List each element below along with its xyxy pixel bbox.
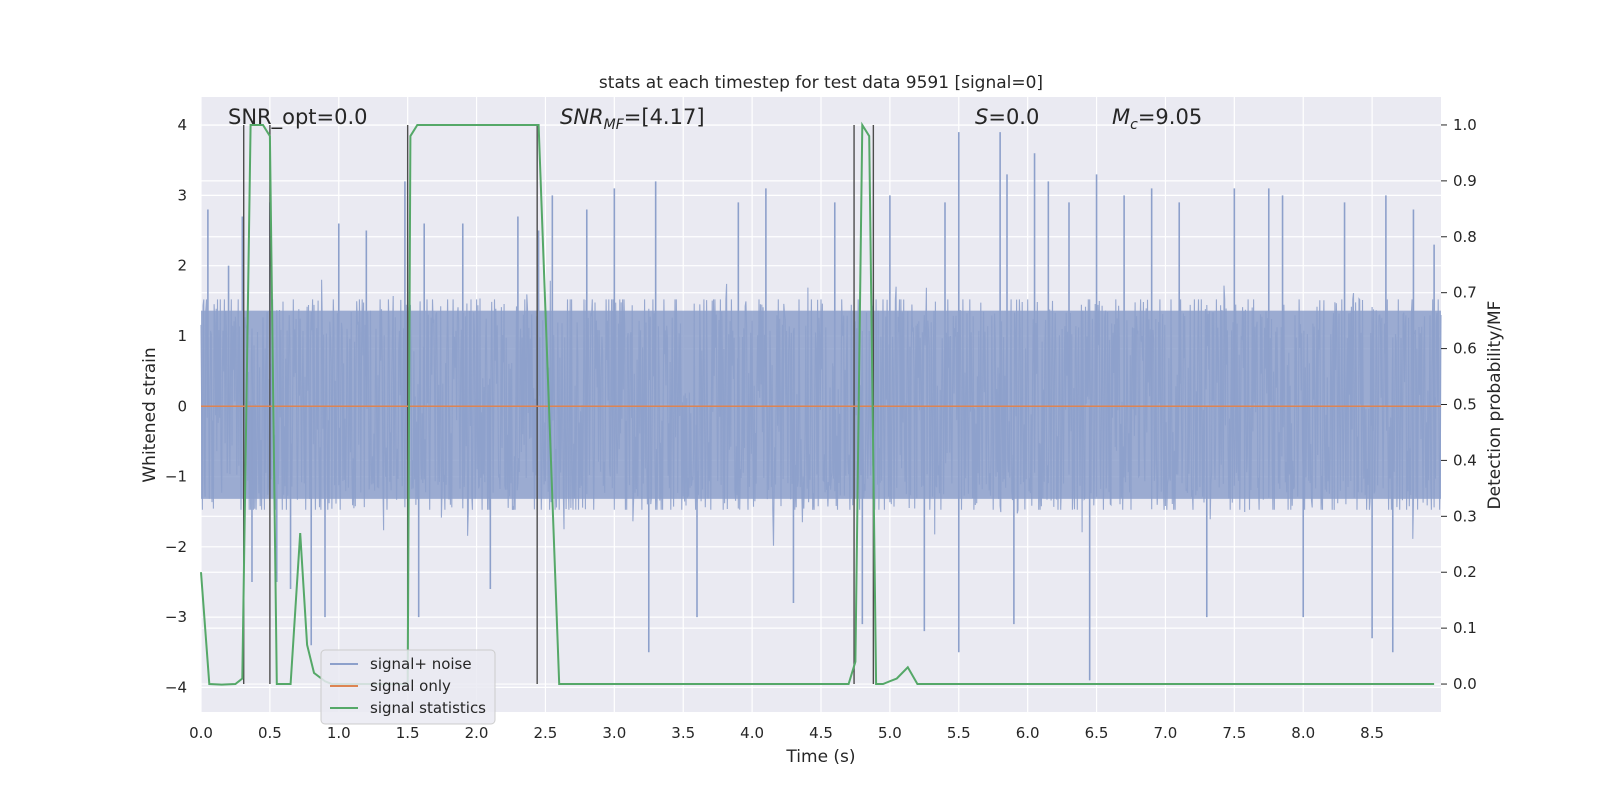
x-tick-label: 8.0 (1291, 724, 1315, 742)
y-right-tick-label: 0.6 (1453, 340, 1477, 358)
y-left-tick-label: −4 (165, 678, 187, 696)
x-tick-label: 0.5 (258, 724, 282, 742)
x-tick-label: 5.0 (878, 724, 902, 742)
y-right-tick-label: 0.0 (1453, 675, 1477, 693)
x-tick-label: 3.0 (602, 724, 626, 742)
y-right-axis-label: Detection probability/MF (1485, 301, 1505, 510)
mc-annotation: Mc=9.05 (1112, 105, 1202, 133)
x-tick-label: 6.5 (1085, 724, 1109, 742)
signal-statistics-line (200, 121, 1435, 686)
legend: signal+ noise signal only signal statist… (320, 649, 496, 725)
legend-label-noise: signal+ noise (370, 655, 472, 673)
y-left-tick-label: −3 (165, 608, 187, 626)
x-tick-label: 7.0 (1154, 724, 1178, 742)
x-tick-label: 4.5 (809, 724, 833, 742)
legend-label-stats: signal statistics (370, 699, 486, 717)
x-tick-labels: 0.0 0.5 1.0 1.5 2.0 2.5 3.0 3.5 4.0 4.5 5.0 5.5 6.0 6… (189, 724, 1384, 742)
y-left-tick-label: 0 (177, 397, 187, 415)
chart-title: stats at each timestep for test data 959… (599, 73, 1043, 93)
y-left-tick-label: 3 (177, 186, 187, 204)
x-tick-label: 1.5 (396, 724, 420, 742)
legend-label-signal: signal only (370, 677, 451, 695)
y-left-tick-label: 4 (177, 116, 187, 134)
x-tick-label: 1.0 (327, 724, 351, 742)
y-left-tick-labels: −4 −3 −2 −1 0 1 2 3 4 (165, 116, 187, 696)
signal-statistics-series (200, 121, 1435, 686)
y-right-tick-label: 0.5 (1453, 396, 1477, 414)
y-right-tick-label: 0.8 (1453, 228, 1477, 246)
y-left-tick-label: 2 (177, 257, 187, 275)
x-tick-label: 5.5 (947, 724, 971, 742)
x-axis-label: Time (s) (785, 747, 855, 767)
y-right-tick-label: 0.4 (1453, 451, 1477, 469)
x-tick-label: 2.5 (534, 724, 558, 742)
y-right-tick-label: 0.2 (1453, 563, 1477, 581)
y-left-tick-label: −2 (165, 538, 187, 556)
y-right-tick-label: 1.0 (1453, 116, 1477, 134)
y-right-tick-label: 0.3 (1453, 507, 1477, 525)
x-tick-label: 2.0 (465, 724, 489, 742)
snr-mf-annotation: SNRMF=[4.17] (560, 105, 705, 133)
y-right-tick-label: 0.1 (1453, 619, 1477, 637)
s-annotation: S=0.0 (975, 105, 1039, 129)
snr-opt-annotation: SNR_opt=0.0 (228, 105, 368, 130)
x-tick-label: 3.5 (671, 724, 695, 742)
x-tick-label: 6.0 (1016, 724, 1040, 742)
x-tick-label: 8.5 (1360, 724, 1384, 742)
y-right-tick-label: 0.9 (1453, 172, 1477, 190)
y-left-axis-label: Whitened strain (140, 347, 160, 482)
y-right-tick-label: 0.7 (1453, 284, 1477, 302)
y-left-tick-label: 1 (177, 327, 187, 345)
y-left-tick-label: −1 (165, 468, 187, 486)
x-tick-label: 0.0 (189, 724, 213, 742)
y-right-tick-labels: 0.0 0.1 0.2 0.3 0.4 0.5 0.6 0.7 0.8 0.9 1.0 (1441, 116, 1477, 693)
x-tick-label: 4.0 (740, 724, 764, 742)
legend-box (320, 649, 496, 725)
x-tick-label: 7.5 (1222, 724, 1246, 742)
